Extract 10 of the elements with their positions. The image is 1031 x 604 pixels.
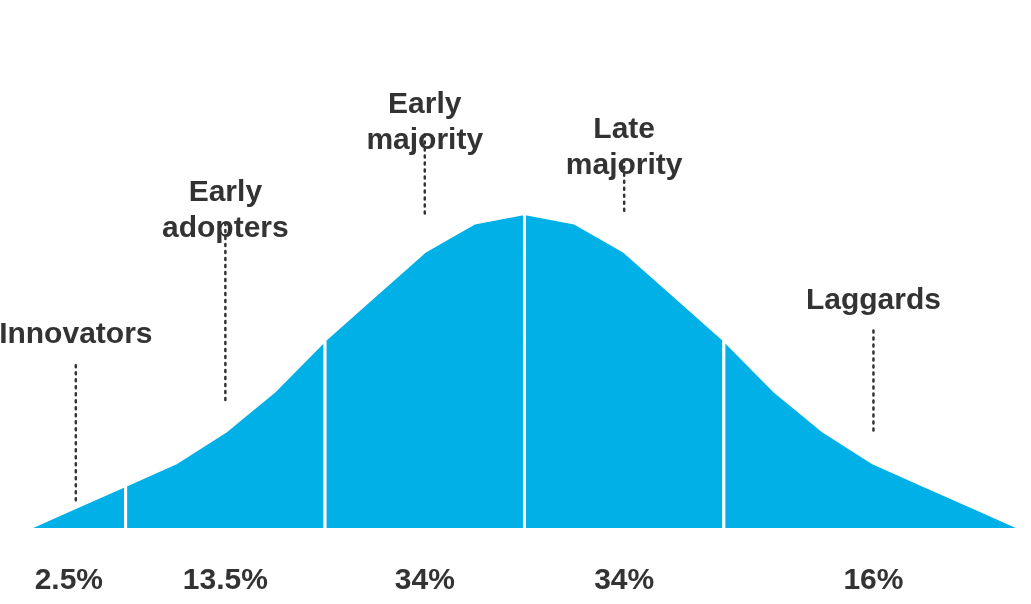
text: Early adopters	[162, 174, 289, 244]
text: 34%	[394, 562, 455, 596]
text: Early majority	[366, 85, 484, 155]
text: 34%	[594, 562, 655, 596]
text: 16%	[843, 562, 904, 596]
text: Laggards	[805, 281, 941, 315]
text: 2.5%	[34, 562, 104, 596]
text: Innovators	[0, 316, 153, 350]
series-label: Late majority	[565, 111, 683, 181]
text: 13.5%	[182, 562, 268, 596]
